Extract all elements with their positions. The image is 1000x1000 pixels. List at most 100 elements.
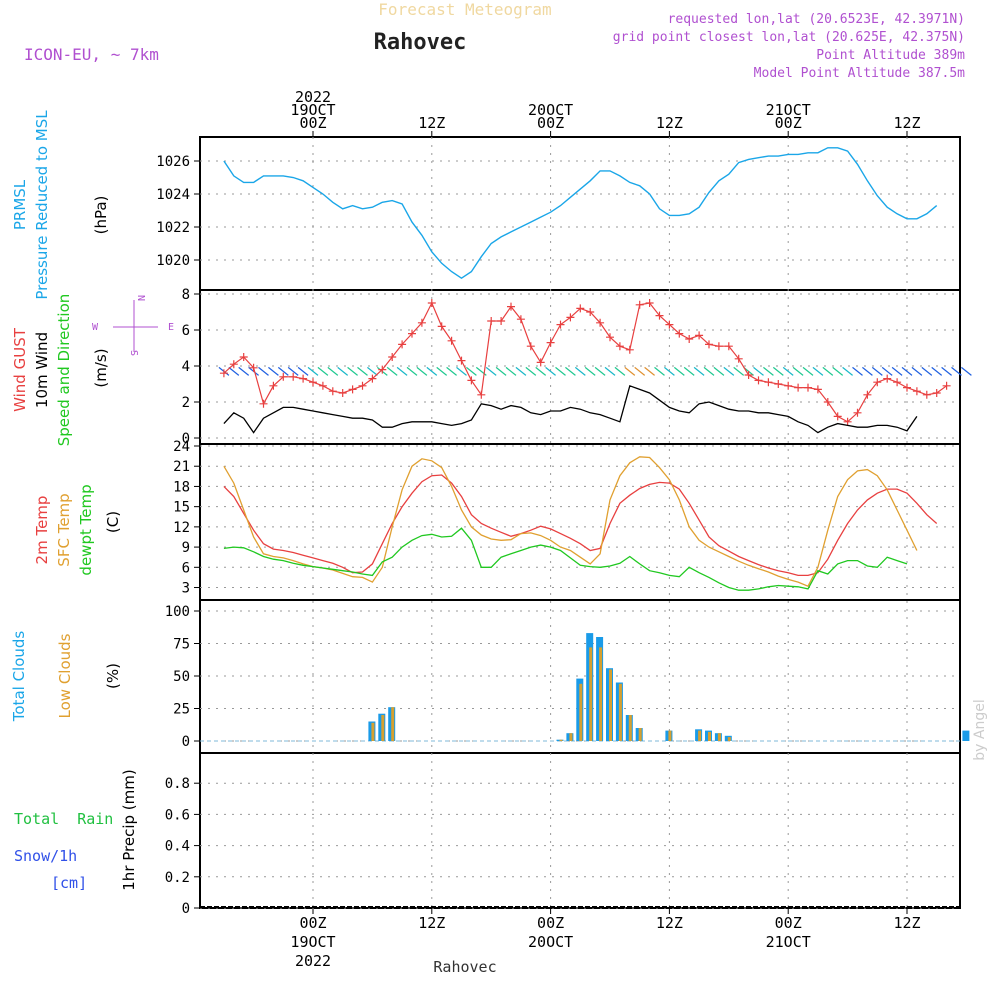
y-tick-label: 0 [182, 431, 190, 447]
gust-marker [685, 335, 694, 343]
top-axis-label: 00Z [537, 114, 564, 132]
bottom-axis-label: 00Z [775, 914, 802, 932]
wind-arrow [961, 366, 972, 376]
gust-marker [615, 342, 624, 351]
wind-arrow [327, 366, 339, 376]
snow-label: Snow/1h [14, 847, 77, 865]
low-clouds-label: Low Clouds [56, 633, 74, 718]
y-tick-label: 1022 [156, 220, 190, 236]
low-cloud-bar [589, 647, 593, 741]
snow-unit-label: [cm] [51, 874, 87, 892]
gust-marker [239, 353, 248, 361]
gust-marker [249, 363, 258, 372]
wind-arrow [693, 366, 705, 376]
wind-arrow [683, 366, 695, 376]
gust-marker [309, 378, 317, 387]
gust-marker [754, 376, 763, 385]
model-label: ICON-EU, ~ 7km [24, 45, 159, 64]
gust-marker [774, 380, 783, 388]
point-altitude: Point Altitude 389m [816, 48, 965, 63]
gust-marker [338, 389, 347, 397]
temp-2m-line [223, 474, 938, 577]
low-cloud-bar [638, 728, 642, 741]
low-cloud-bar [579, 683, 583, 741]
low-cloud-bar [609, 669, 612, 741]
wind-arrow [406, 366, 418, 376]
wind-arrow [891, 366, 903, 376]
wind-10m-line [223, 384, 918, 434]
gust-marker [398, 340, 407, 349]
compass-w-label: W [92, 322, 99, 333]
wind-arrow [871, 366, 883, 376]
wind-gust-line [223, 301, 947, 423]
temp-sfc-label: SFC Temp [55, 493, 73, 566]
bottom-axis-label: 19OCT [290, 933, 335, 951]
low-cloud-bar [569, 733, 573, 741]
wind-arrow [951, 366, 962, 376]
wind-arrow [763, 366, 774, 376]
requested-coords: requested lon,lat (20.6523E, 42.3971N) [668, 12, 965, 27]
y-axes: 1020102210241026024683691215182124025507… [156, 154, 200, 917]
wind-arrow [654, 366, 665, 376]
gust-marker [447, 336, 456, 345]
pressure-msl-label: Pressure Reduced to MSL [33, 110, 51, 300]
wind-arrow [386, 366, 398, 376]
low-cloud-bar [628, 715, 632, 741]
gust-marker [378, 365, 387, 374]
pressure-labels: PRMSL Pressure Reduced to MSL (hPa) [11, 110, 110, 300]
top-axis-label: 20OCT [528, 101, 573, 119]
top-axis-label: 12Z [418, 114, 445, 132]
gust-marker [744, 371, 753, 379]
y-tick-label: 1020 [156, 253, 190, 269]
wind-arrow [901, 366, 913, 376]
wind-arrow [367, 366, 378, 376]
top-axis-label: 12Z [656, 114, 683, 132]
gust-marker [635, 300, 644, 309]
wind-arrow [485, 366, 497, 376]
low-cloud-bar [727, 737, 731, 741]
footer-location: Rahovec [433, 958, 496, 976]
gust-marker [922, 390, 931, 399]
wind-arrow [624, 366, 636, 376]
y-tick-label: 18 [173, 479, 190, 495]
bottom-axis-label: 12Z [893, 914, 920, 932]
gust-marker [279, 372, 288, 381]
y-tick-label: 75 [173, 637, 190, 653]
top-axis-label: 21OCT [766, 101, 811, 119]
wind-arrow [772, 366, 784, 376]
bottom-axis-label: 20OCT [528, 933, 573, 951]
low-cloud-bar [618, 683, 622, 741]
gust-marker [299, 374, 308, 383]
wind-arrow [713, 366, 725, 376]
bottom-axis-label: 12Z [656, 914, 683, 932]
wind-arrow [416, 366, 428, 376]
gust-marker [724, 342, 733, 351]
wind-arrow [673, 366, 685, 376]
pressure-unit-label: (hPa) [92, 196, 110, 235]
grid-point-coords: grid point closest lon,lat (20.625E, 42.… [613, 30, 965, 45]
wind-arrow [941, 366, 952, 376]
wind-arrow [565, 366, 576, 376]
y-tick-label: 25 [173, 702, 190, 718]
cloud-labels: Total Clouds Low Clouds (%) [10, 631, 122, 723]
wind-arrow [832, 366, 844, 376]
wind-arrow [347, 366, 358, 376]
y-tick-label: 0.6 [165, 807, 190, 823]
wind-arrow [555, 366, 566, 376]
low-cloud-bar [381, 715, 385, 741]
wind-arrow [703, 366, 715, 376]
y-tick-label: 4 [182, 359, 190, 375]
wind-arrow [852, 366, 863, 376]
bottom-axis-label: 00Z [299, 914, 326, 932]
y-tick-label: 21 [173, 459, 190, 475]
wind-arrow [515, 366, 527, 376]
y-tick-label: 15 [173, 500, 190, 516]
y-tick-label: 6 [182, 560, 190, 576]
wind-arrow [881, 366, 893, 376]
y-tick-label: 2 [182, 395, 190, 411]
low-cloud-bar [371, 722, 375, 741]
gust-marker [576, 304, 585, 313]
gust-marker [526, 342, 535, 351]
gust-marker [942, 381, 951, 390]
gust-marker [695, 331, 704, 340]
